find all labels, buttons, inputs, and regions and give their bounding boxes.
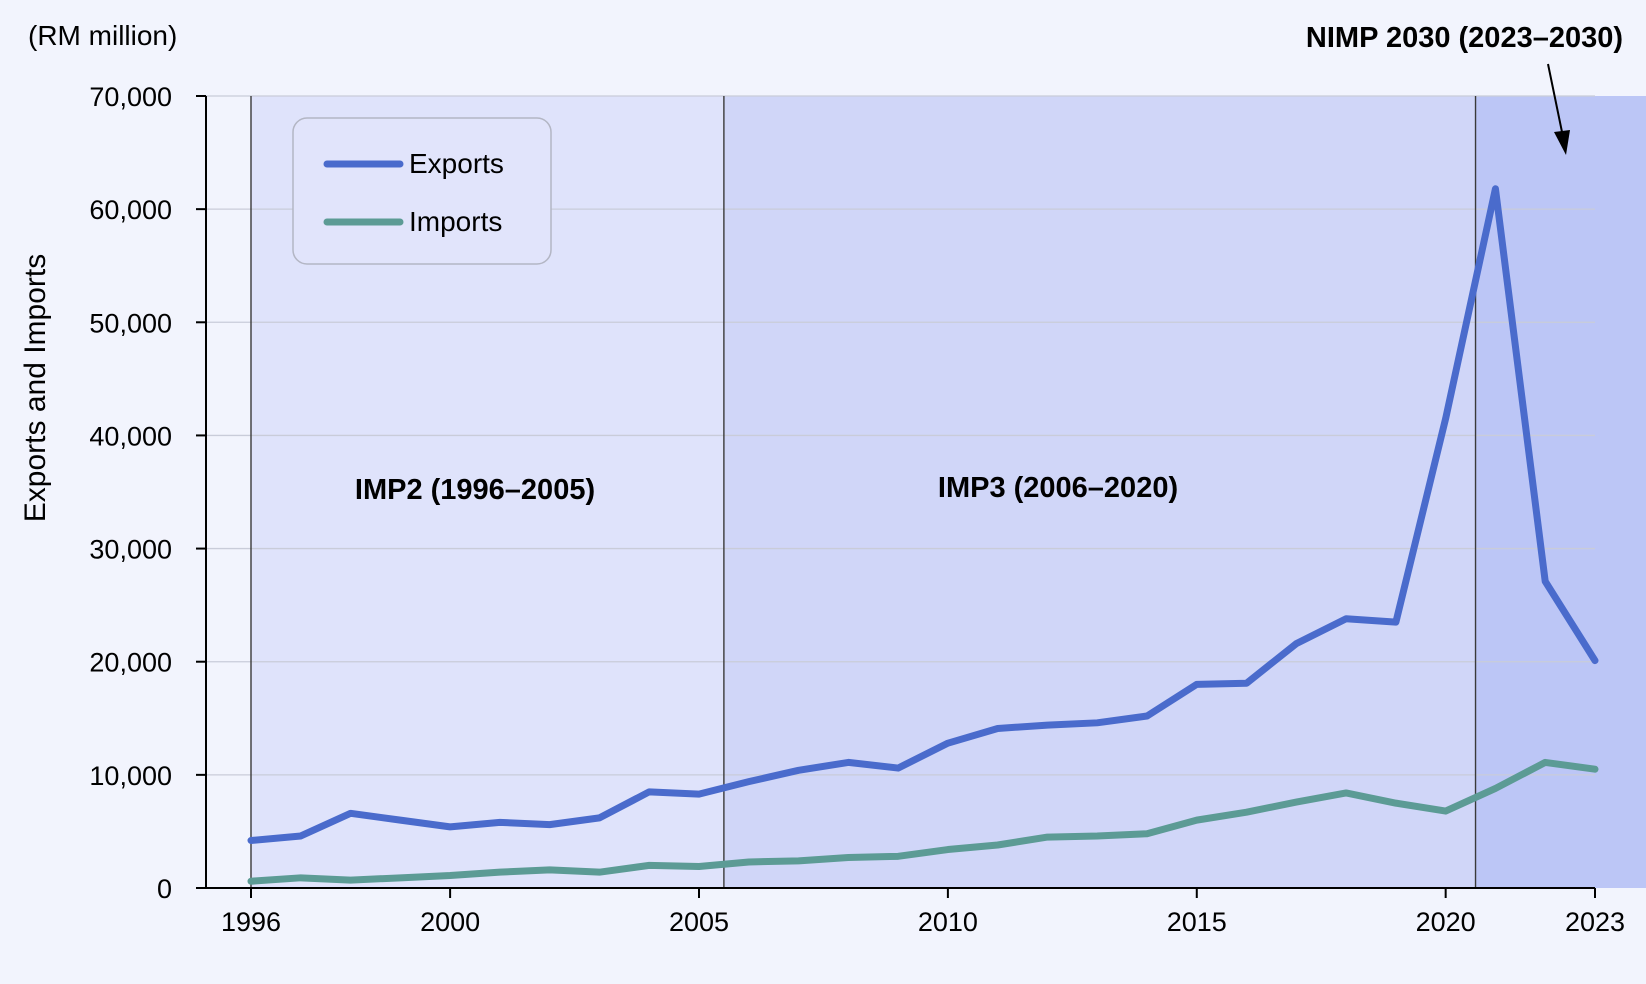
x-tick-label-2015: 2015 — [1167, 907, 1227, 937]
axes — [205, 96, 1595, 889]
period-label-imp3: IMP3 (2006–2020) — [938, 472, 1178, 504]
gridlines — [206, 95, 1595, 776]
y-tick-label-0: 0 — [157, 874, 172, 904]
y-tick-label-30000: 30,000 — [89, 535, 172, 565]
arrow-icon — [1547, 63, 1570, 155]
y-tick-label-40000: 40,000 — [89, 421, 172, 451]
y-tick-label-20000: 20,000 — [89, 648, 172, 678]
legend-label-exports: Exports — [409, 148, 504, 179]
series-lines — [247, 185, 1599, 885]
x-axis-ticks: 1996 2000 2005 2010 2015 2020 2023 — [221, 888, 1625, 937]
legend-box — [292, 117, 552, 265]
period-label-imp2: IMP2 (1996–2005) — [355, 474, 595, 506]
period-band-2 — [723, 96, 1476, 888]
legend-item-exports: Exports — [323, 148, 504, 179]
x-tick-label-1996: 1996 — [221, 907, 281, 937]
series-line-imports — [247, 758, 1599, 885]
legend: Exports Imports — [292, 117, 552, 265]
y-tick-label-50000: 50,000 — [89, 308, 172, 338]
legend-item-imports: Imports — [323, 206, 502, 237]
y-axis-ticks: 0 10,000 20,000 30,000 40,000 50,000 60,000 70,… — [89, 82, 206, 904]
x-tick-label-2000: 2000 — [420, 907, 480, 937]
series-line-exports — [247, 185, 1599, 844]
x-tick-label-2010: 2010 — [918, 907, 978, 937]
x-tick-label-2020: 2020 — [1416, 907, 1476, 937]
y-tick-label-60000: 60,000 — [89, 195, 172, 225]
unit-label: (RM million) — [28, 20, 177, 51]
period-dividers — [250, 96, 1477, 888]
y-tick-label-10000: 10,000 — [89, 761, 172, 791]
period-label-nimp: NIMP 2030 (2023–2030) — [1306, 22, 1623, 54]
x-tick-label-2005: 2005 — [669, 907, 729, 937]
y-tick-label-70000: 70,000 — [89, 82, 172, 112]
x-tick-label-2023: 2023 — [1565, 907, 1625, 937]
y-axis-title: Exports and Imports — [19, 254, 52, 522]
legend-label-imports: Imports — [409, 206, 502, 237]
